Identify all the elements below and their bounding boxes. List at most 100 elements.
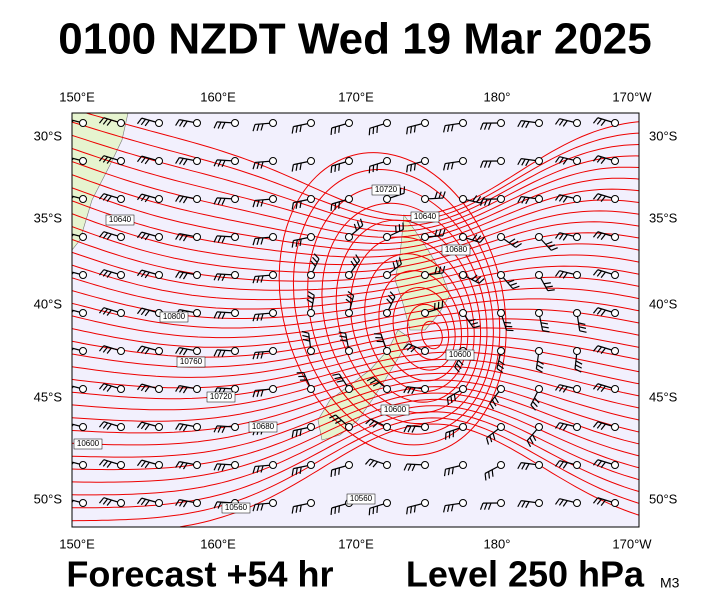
station (346, 424, 353, 431)
station (232, 272, 239, 279)
lat-label-left: 30°S (34, 128, 63, 143)
station (384, 500, 391, 507)
station (194, 462, 201, 469)
station (308, 234, 315, 241)
station (422, 500, 429, 507)
station (194, 120, 201, 127)
station (536, 120, 543, 127)
product-code: M3 (660, 575, 680, 591)
barb-flag (377, 164, 378, 171)
barb-flag (377, 506, 378, 513)
station (346, 272, 353, 279)
station (384, 234, 391, 241)
contour-label: 10560 (350, 494, 373, 503)
station (574, 386, 581, 393)
station (346, 234, 353, 241)
station (612, 386, 619, 393)
forecast-label: Forecast +54 hr (66, 554, 333, 595)
station (498, 310, 505, 317)
station (194, 234, 201, 241)
barb-flag (414, 125, 415, 132)
station (574, 272, 581, 279)
station (80, 386, 87, 393)
barb-flag (411, 164, 412, 171)
station (232, 196, 239, 203)
contour-label: 10760 (180, 357, 203, 366)
station (194, 158, 201, 165)
barb-flag (331, 204, 332, 211)
station (308, 462, 315, 469)
station (308, 310, 315, 317)
station (270, 310, 277, 317)
station (460, 310, 467, 317)
station (536, 158, 543, 165)
station (574, 158, 581, 165)
station (536, 424, 543, 431)
station (270, 196, 277, 203)
station (194, 196, 201, 203)
barb-flag (373, 165, 374, 172)
station (612, 234, 619, 241)
barb-flag (492, 470, 493, 477)
lon-label-bottom: 170°E (338, 536, 374, 551)
barb-flag (339, 126, 340, 133)
station (460, 158, 467, 165)
contour-label: 10560 (225, 503, 248, 512)
station (80, 462, 87, 469)
station (536, 310, 543, 317)
station (118, 500, 125, 507)
station (308, 348, 315, 355)
station (536, 272, 543, 279)
barb-flag (411, 506, 412, 513)
barb-flag (414, 163, 415, 170)
station (80, 310, 87, 317)
station (232, 310, 239, 317)
contour-label: 10600 (449, 350, 472, 359)
station (80, 272, 87, 279)
station (194, 272, 201, 279)
station (612, 120, 619, 127)
station (308, 120, 315, 127)
station (80, 196, 87, 203)
station (536, 386, 543, 393)
station (574, 120, 581, 127)
lon-label-bottom: 180° (484, 536, 511, 551)
station (422, 158, 429, 165)
barb-flag (339, 468, 340, 475)
station (156, 500, 163, 507)
lon-label-bottom: 160°E (200, 536, 236, 551)
station (346, 120, 353, 127)
station (156, 158, 163, 165)
station (384, 196, 391, 203)
station (422, 234, 429, 241)
station (574, 310, 581, 317)
station (194, 386, 201, 393)
station (194, 500, 201, 507)
station (308, 272, 315, 279)
station (270, 158, 277, 165)
station (232, 348, 239, 355)
barb-flag (335, 469, 336, 476)
barb-flag (414, 505, 415, 512)
contour-label: 10600 (384, 405, 407, 414)
station (80, 234, 87, 241)
station (612, 424, 619, 431)
station (232, 234, 239, 241)
station (346, 348, 353, 355)
contour-label: 10720 (210, 392, 233, 401)
station (460, 500, 467, 507)
station (270, 500, 277, 507)
station (498, 196, 505, 203)
station (536, 500, 543, 507)
station (270, 348, 277, 355)
station (612, 500, 619, 507)
station (308, 500, 315, 507)
station (612, 272, 619, 279)
station (422, 462, 429, 469)
station (270, 120, 277, 127)
barb-flag (377, 126, 378, 133)
barb-flag (369, 508, 370, 515)
station (80, 500, 87, 507)
lon-label-top: 150°E (59, 89, 95, 104)
station (118, 234, 125, 241)
